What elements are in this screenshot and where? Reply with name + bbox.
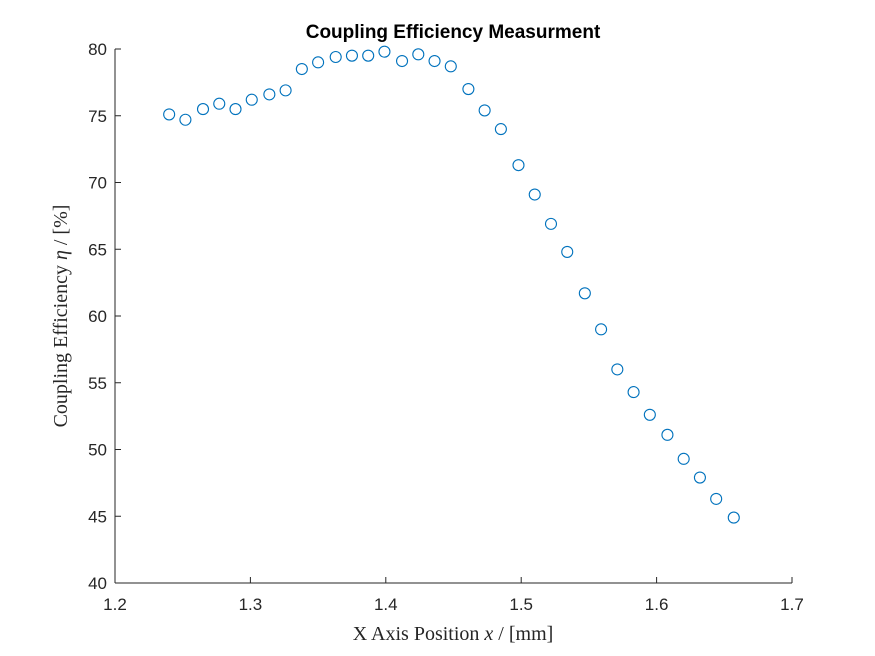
data-point: [595, 323, 608, 336]
data-point: [179, 113, 192, 126]
y-tick-label: 40: [88, 574, 107, 593]
data-point: [643, 408, 656, 421]
data-point: [494, 123, 507, 136]
data-point: [412, 48, 425, 61]
x-axis-label: X Axis Position x / [mm]: [353, 623, 554, 645]
y-ticks: 40 45 50 55 60 65 70 75 80: [88, 40, 121, 593]
data-point: [279, 84, 292, 97]
data-point: [329, 50, 342, 64]
y-tick-label: 65: [88, 240, 107, 259]
data-point: [378, 45, 391, 58]
x-tick-label: 1.7: [780, 595, 804, 614]
y-tick-label: 45: [88, 507, 107, 526]
data-point: [512, 159, 525, 172]
data-point: [693, 471, 706, 484]
y-tick-label: 80: [88, 40, 107, 59]
data-point: [163, 108, 176, 121]
data-point: [561, 245, 574, 258]
data-point: [196, 103, 210, 116]
data-point: [362, 49, 375, 62]
data-point: [444, 60, 457, 73]
axes: [114, 49, 792, 584]
data-point: [661, 428, 674, 441]
data-point: [229, 103, 242, 116]
x-tick-label: 1.3: [239, 595, 263, 614]
data-point: [727, 511, 740, 524]
data-point: [528, 188, 541, 201]
data-point: [710, 492, 723, 505]
data-point: [428, 54, 441, 68]
data-points: [163, 45, 740, 524]
chart-title: Coupling Efficiency Measurment: [306, 22, 601, 43]
x-tick-label: 1.6: [645, 595, 669, 614]
x-tick-label: 1.4: [374, 595, 398, 614]
y-axis-label: Coupling Efficiency η / [%]: [50, 205, 72, 428]
data-point: [312, 56, 325, 69]
data-point: [295, 62, 308, 76]
y-tick-label: 50: [88, 441, 107, 460]
data-point: [627, 386, 640, 399]
data-point: [544, 217, 558, 230]
data-point: [462, 83, 475, 96]
y-tick-label: 60: [88, 307, 107, 326]
data-point: [345, 49, 359, 62]
x-ticks: 1.2 1.3 1.4 1.5 1.6 1.7: [103, 577, 804, 614]
data-point: [611, 363, 624, 376]
y-tick-label: 70: [88, 174, 107, 193]
data-point: [263, 88, 276, 101]
data-point: [245, 93, 258, 106]
y-tick-label: 55: [88, 374, 107, 393]
data-point: [213, 97, 226, 110]
x-tick-label: 1.5: [509, 595, 533, 614]
data-point: [395, 54, 409, 68]
x-tick-label: 1.2: [103, 595, 127, 614]
data-point: [677, 452, 690, 465]
data-point: [478, 104, 491, 117]
y-tick-label: 75: [88, 107, 107, 126]
data-point: [578, 287, 591, 300]
